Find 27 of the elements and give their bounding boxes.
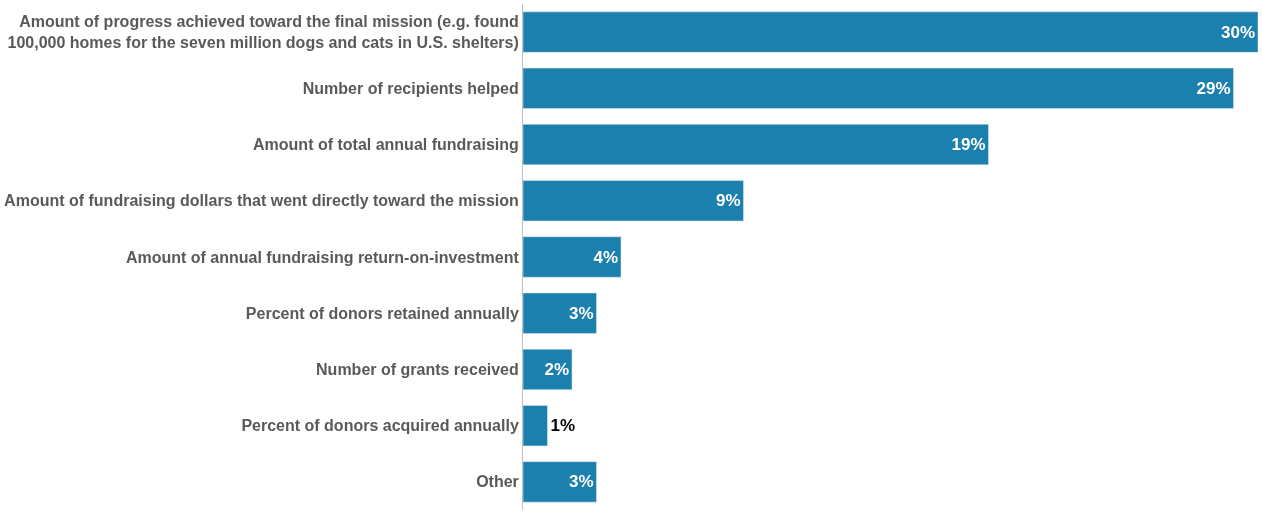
y-tick-label: Amount of progress achieved toward the final mission (e.g. found 100,000 homes for the seven million dogs and cats in U.S. shelters) <box>7 13 519 52</box>
data-label: 19% <box>951 135 986 155</box>
y-tick-label: Amount of fundraising dollars that went directly toward the mission <box>4 192 519 210</box>
bar <box>523 348 573 390</box>
bar <box>523 405 548 447</box>
data-label: 4% <box>593 247 618 267</box>
data-label: 9% <box>715 191 741 211</box>
y-tick-label: Number of recipients helped <box>302 79 519 97</box>
y-tick-label: Percent of donors acquired annually <box>241 417 519 435</box>
bar <box>523 292 597 334</box>
data-label: 3% <box>568 472 594 492</box>
bar <box>523 124 989 166</box>
data-label: 2% <box>544 359 569 379</box>
data-label: 29% <box>1196 78 1231 98</box>
data-label: 30% <box>1220 22 1255 42</box>
y-tick-label: Percent of donors retained annually <box>245 304 519 322</box>
y-tick-label: Other <box>476 473 519 491</box>
bar <box>523 236 622 278</box>
bar <box>523 180 744 222</box>
bar <box>523 11 1258 53</box>
bar <box>523 67 1234 109</box>
y-tick-label: Amount of total annual fundraising <box>253 136 519 154</box>
data-label: 1% <box>550 416 576 436</box>
y-tick-label: Number of grants received <box>316 361 519 379</box>
bar <box>523 461 597 503</box>
data-label: 3% <box>568 303 594 323</box>
y-tick-label: Amount of annual fundraising return-on-investment <box>125 248 520 266</box>
